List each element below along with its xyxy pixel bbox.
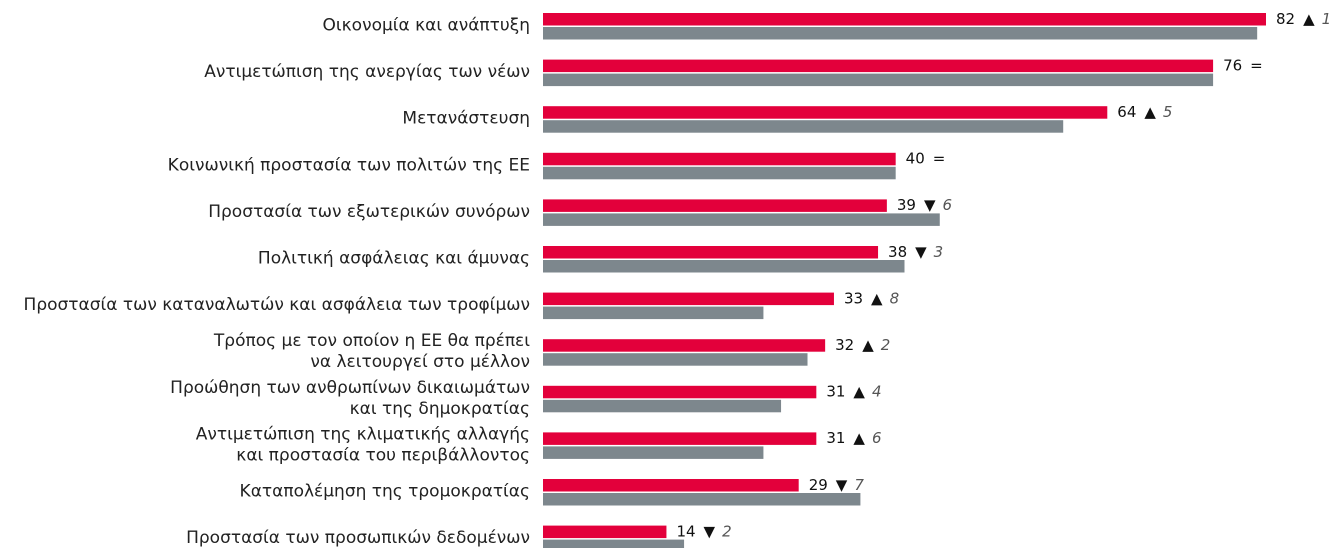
bar bbox=[543, 73, 1214, 87]
value-label: 31 bbox=[826, 429, 845, 447]
change-value: 7 bbox=[854, 476, 864, 494]
value-label: 39 bbox=[897, 196, 916, 214]
change-symbol: ▲ bbox=[1144, 103, 1156, 121]
category-label: Μετανάστευση bbox=[402, 109, 530, 129]
bar bbox=[543, 199, 887, 212]
change-symbol: ▼ bbox=[704, 522, 716, 540]
change-symbol: ▼ bbox=[924, 196, 936, 214]
category-label: Προστασία των προσωπικών δεδομένων bbox=[186, 528, 530, 548]
change-value: 5 bbox=[1163, 103, 1173, 121]
bar bbox=[543, 432, 817, 445]
change-value: 4 bbox=[872, 383, 882, 401]
bar bbox=[543, 493, 861, 506]
bar bbox=[543, 27, 1258, 40]
value-label: 31 bbox=[826, 383, 845, 401]
bar bbox=[543, 246, 879, 259]
category-label: Αντιμετώπιση της ανεργίας των νέων bbox=[204, 62, 530, 82]
bar bbox=[543, 59, 1214, 73]
bar bbox=[543, 525, 667, 539]
bar bbox=[543, 306, 764, 320]
category-label: Τρόπος με τον οποίον η ΕΕ θα πρέπει να λε… bbox=[213, 331, 530, 372]
change-value: 2 bbox=[722, 522, 732, 540]
change-symbol: ▲ bbox=[853, 429, 865, 447]
change-value: 3 bbox=[934, 243, 944, 261]
change-value: 2 bbox=[881, 336, 891, 354]
change-symbol: ▲ bbox=[1303, 10, 1315, 28]
bar bbox=[543, 399, 782, 413]
bar bbox=[543, 446, 764, 459]
bar bbox=[543, 539, 685, 548]
bar bbox=[543, 166, 896, 180]
category-label: Κοινωνική προστασία των πολιτών της ΕΕ bbox=[168, 155, 530, 175]
value-label: 29 bbox=[809, 476, 828, 494]
value-label: 33 bbox=[844, 289, 863, 307]
category-label: Προστασία των καταναλωτών και ασφάλεια τ… bbox=[24, 295, 530, 315]
value-label: 38 bbox=[888, 243, 907, 261]
change-symbol: ▲ bbox=[853, 383, 865, 401]
change-symbol: ▼ bbox=[915, 243, 927, 261]
change-value: 8 bbox=[890, 289, 900, 307]
change-symbol: = bbox=[933, 150, 946, 168]
change-symbol: ▼ bbox=[836, 476, 848, 494]
category-label: Αντιμετώπιση της κλιματικής αλλαγής και π… bbox=[196, 424, 530, 465]
change-value: 6 bbox=[872, 429, 882, 447]
value-label: 14 bbox=[676, 522, 695, 540]
value-label: 40 bbox=[906, 150, 925, 168]
bar bbox=[543, 152, 896, 166]
bar bbox=[543, 260, 905, 273]
change-symbol: ▲ bbox=[871, 289, 883, 307]
bar bbox=[543, 120, 1064, 133]
bar bbox=[543, 213, 940, 226]
change-value: 6 bbox=[943, 196, 953, 214]
bar bbox=[543, 479, 799, 492]
change-symbol: = bbox=[1250, 56, 1263, 74]
bar bbox=[543, 385, 817, 399]
value-label: 64 bbox=[1117, 103, 1136, 121]
bar bbox=[543, 339, 826, 352]
bar bbox=[543, 292, 834, 306]
change-value: 1 bbox=[1322, 10, 1332, 28]
category-label: Πολιτική ασφάλειας και άμυνας bbox=[258, 249, 530, 269]
value-label: 76 bbox=[1223, 56, 1242, 74]
category-label: Καταπολέμηση της τρομοκρατίας bbox=[240, 482, 530, 502]
category-label: Προστασία των εξωτερικών συνόρων bbox=[208, 202, 530, 222]
value-label: 32 bbox=[835, 336, 854, 354]
value-label: 82 bbox=[1276, 10, 1295, 28]
bar bbox=[543, 13, 1266, 26]
bar bbox=[543, 353, 808, 366]
change-symbol: ▲ bbox=[862, 336, 874, 354]
category-label: Προώθηση των ανθρωπίνων δικαιωμάτων και τ… bbox=[170, 378, 530, 419]
bar bbox=[543, 106, 1108, 119]
category-label: Οικονομία και ανάπτυξη bbox=[323, 16, 530, 36]
